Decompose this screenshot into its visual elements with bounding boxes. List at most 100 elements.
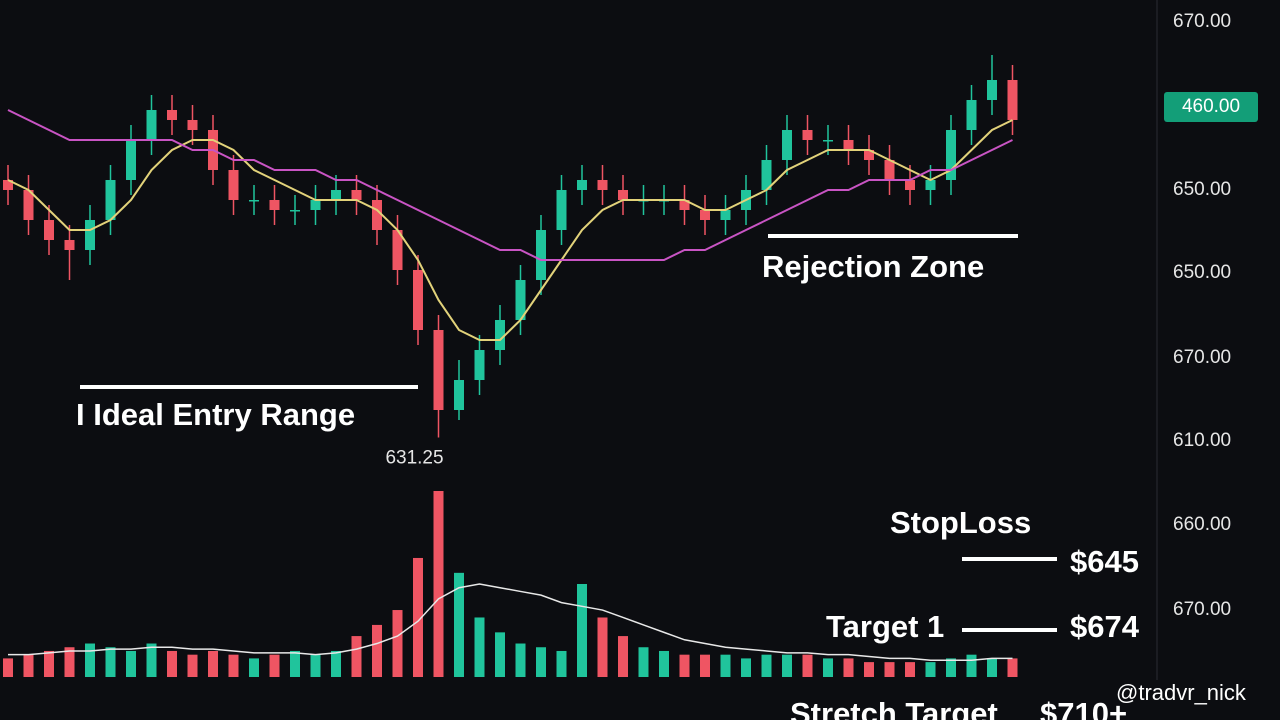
candle-body — [577, 180, 587, 190]
volume-bar — [536, 647, 546, 677]
candle-body — [515, 280, 526, 320]
candle-body — [864, 150, 874, 160]
candle-body — [884, 160, 895, 180]
low-label: 631.25 — [385, 448, 443, 469]
candle-body — [843, 140, 854, 150]
volume-bar — [966, 654, 977, 677]
volume-bar — [515, 643, 526, 677]
volume-bar — [782, 654, 792, 677]
marks — [3, 55, 1018, 677]
candle-body — [372, 200, 382, 230]
current-price-box — [1164, 92, 1258, 122]
candle-body — [433, 330, 444, 410]
volume-bar — [679, 654, 690, 677]
volume-bar — [64, 647, 75, 677]
watermark: @tradvr_nick — [1116, 680, 1247, 705]
volume-bar — [659, 650, 669, 677]
volume-bar — [1007, 658, 1018, 677]
volume-bar — [577, 584, 587, 677]
candle-body — [269, 200, 280, 210]
volume-ma — [8, 583, 1013, 662]
volume-bar — [556, 650, 567, 677]
stretch-label: Stretch Target — [790, 696, 998, 720]
target1-value: $674 — [1070, 609, 1140, 644]
volume-bar — [618, 636, 628, 677]
stretch-value: $710+ — [1040, 696, 1127, 720]
candle-body — [454, 380, 464, 410]
volume-bar — [720, 654, 731, 677]
volume-bar — [167, 650, 177, 677]
candle-body — [126, 140, 136, 180]
candle-body — [310, 200, 321, 210]
volume-bar — [413, 557, 423, 677]
volume-bar — [310, 654, 321, 677]
candle-body — [536, 230, 546, 280]
volume-bar — [700, 654, 710, 677]
volume-bar — [802, 654, 813, 677]
candle-body — [925, 180, 936, 190]
volume-bar — [85, 643, 95, 677]
candle-body — [351, 190, 362, 200]
candle-body — [64, 240, 75, 250]
volume-bar — [474, 617, 485, 677]
volume-bar — [597, 617, 608, 677]
candle-body — [44, 220, 54, 240]
moving-average — [7, 119, 1013, 341]
volume-bar — [905, 662, 915, 677]
candle-body — [167, 110, 177, 120]
entry-label: I Ideal Entry Range — [76, 397, 355, 432]
candle-body — [331, 190, 341, 200]
volume-bar — [228, 654, 239, 677]
y-axis-label: 650.00 — [1173, 262, 1231, 283]
volume-bar — [105, 647, 116, 677]
candle-body — [946, 130, 956, 180]
candle-body — [823, 140, 833, 142]
candle-body — [413, 270, 423, 330]
volume-bar — [761, 654, 772, 677]
candle-body — [1007, 80, 1018, 120]
candle-body — [618, 190, 628, 200]
candle-body — [761, 160, 772, 190]
volume-bar — [925, 662, 936, 677]
stoploss-value: $645 — [1070, 544, 1139, 579]
candle-body — [23, 190, 34, 220]
candle-body — [85, 220, 95, 250]
volume-bar — [987, 658, 997, 677]
stoploss-label: StopLoss — [890, 505, 1031, 540]
volume-bar — [44, 650, 54, 677]
candle-body — [802, 130, 813, 140]
volume-bar — [392, 610, 403, 677]
candle-body — [987, 80, 997, 100]
volume-bar — [638, 647, 649, 677]
y-axis-label: 670.00 — [1173, 599, 1231, 620]
volume-bar — [290, 650, 300, 677]
volume-bar — [495, 632, 505, 677]
volume-bar — [146, 643, 157, 677]
y-axis-label: 650.00 — [1173, 179, 1231, 200]
y-axis-label: 670.00 — [1173, 347, 1231, 368]
volume-bar — [23, 654, 34, 677]
volume-bar — [433, 491, 444, 677]
volume-bar — [208, 650, 218, 677]
candle-body — [290, 210, 300, 212]
volume-bar — [187, 654, 198, 677]
current-price-label: 460.00 — [1182, 96, 1240, 117]
candle-body — [782, 130, 792, 160]
rejection-label: Rejection Zone — [762, 249, 984, 284]
candle-body — [905, 180, 915, 190]
candle-body — [679, 200, 690, 210]
volume-bar — [269, 654, 280, 677]
y-axis-label: 660.00 — [1173, 514, 1231, 535]
volume-bar — [331, 650, 341, 677]
candle-body — [228, 170, 239, 200]
volume-bar — [454, 572, 464, 677]
target1-label: Target 1 — [826, 609, 944, 644]
candle-body — [3, 180, 13, 190]
candle-body — [146, 110, 157, 140]
volume-bar — [351, 636, 362, 677]
candle-body — [720, 210, 731, 220]
candle-body — [187, 120, 198, 130]
candle-body — [105, 180, 116, 220]
candle-body — [392, 230, 403, 270]
